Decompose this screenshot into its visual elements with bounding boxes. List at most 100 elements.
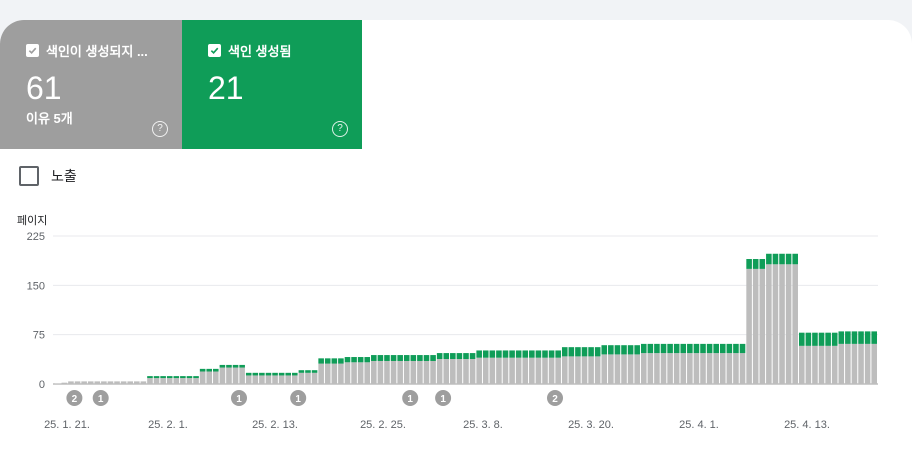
bar-indexed (377, 355, 384, 361)
bar-not-indexed (140, 381, 147, 384)
bar-not-indexed (706, 353, 713, 384)
bar-indexed (522, 350, 529, 358)
bar-not-indexed (555, 357, 561, 384)
bar-not-indexed (298, 372, 305, 384)
bar-not-indexed (726, 353, 733, 384)
bar-indexed (410, 355, 417, 361)
y-tick-label: 150 (27, 280, 45, 292)
bar-indexed (654, 343, 660, 354)
bar-not-indexed (430, 360, 436, 384)
bar-not-indexed (561, 356, 568, 384)
checkbox-icon[interactable] (208, 43, 221, 57)
bar-not-indexed (55, 383, 61, 384)
bar-not-indexed (654, 353, 660, 384)
bar-indexed (858, 331, 864, 344)
annotation-label: 2 (552, 394, 558, 405)
bar-indexed (515, 350, 522, 358)
bar-indexed (324, 358, 331, 364)
bar-not-indexed (548, 357, 555, 384)
bar-not-indexed (219, 367, 226, 384)
tile-value: 21 (208, 70, 244, 106)
bar-not-indexed (693, 353, 700, 384)
bar-indexed (759, 259, 766, 269)
bar-not-indexed (403, 360, 410, 384)
bar-indexed (371, 355, 377, 361)
x-tick-label: 25. 4. 13. (784, 419, 830, 431)
bar-indexed (384, 355, 390, 361)
bar-indexed (779, 253, 785, 265)
bar-indexed (719, 343, 726, 354)
tile-title: 색인 생성됨 (228, 43, 292, 59)
bar-not-indexed (785, 264, 792, 384)
annotation-marker (92, 390, 109, 406)
bar-not-indexed (805, 345, 812, 384)
bar-not-indexed (667, 353, 673, 384)
not-indexed-tile[interactable]: 색인이 생성되지 ... 61 이유 5개 ? (0, 20, 182, 149)
bar-indexed (496, 350, 502, 358)
bar-not-indexed (417, 360, 423, 384)
bar-indexed (338, 358, 344, 364)
bar-indexed (147, 376, 153, 379)
bar-not-indexed (351, 362, 357, 384)
bar-not-indexed (285, 375, 292, 384)
bar-not-indexed (463, 359, 469, 384)
bar-indexed (713, 343, 719, 354)
bar-indexed (739, 343, 746, 354)
bar-indexed (785, 253, 792, 265)
annotation-label: 1 (236, 394, 242, 405)
bar-indexed (746, 259, 752, 269)
bar-indexed (450, 353, 456, 359)
bar-not-indexed (252, 375, 259, 384)
help-icon[interactable]: ? (332, 121, 348, 137)
bar-not-indexed (364, 362, 371, 384)
bar-not-indexed (120, 381, 127, 384)
bar-indexed (838, 331, 845, 344)
bar-not-indexed (107, 381, 114, 384)
bar-indexed (397, 355, 403, 361)
indexed-tile[interactable]: 색인 생성됨 21 ? (182, 20, 362, 149)
checkbox-icon[interactable] (26, 43, 39, 57)
bar-not-indexed (278, 375, 285, 384)
bar-not-indexed (160, 378, 166, 384)
help-icon[interactable]: ? (152, 121, 168, 137)
bar-indexed (489, 350, 496, 358)
bar-not-indexed (450, 359, 456, 384)
bar-not-indexed (81, 381, 87, 384)
annotation-label: 1 (407, 394, 413, 405)
bar-not-indexed (127, 381, 133, 384)
bar-indexed (851, 331, 858, 344)
bar-not-indexed (594, 356, 601, 384)
bar-not-indexed (344, 362, 351, 384)
bar-indexed (634, 345, 640, 355)
bar-not-indexed (871, 343, 877, 384)
checkbox-icon[interactable] (19, 166, 39, 186)
bar-not-indexed (858, 343, 864, 384)
bar-not-indexed (476, 357, 482, 384)
bar-not-indexed (272, 375, 278, 384)
bar-indexed (226, 364, 232, 368)
bar-not-indexed (226, 367, 232, 384)
impressions-label: 노출 (51, 168, 77, 184)
bar-indexed (766, 253, 772, 265)
bar-not-indexed (634, 354, 640, 384)
bar-not-indexed (265, 375, 272, 384)
bar-indexed (463, 353, 469, 359)
annotation-marker (231, 390, 247, 406)
bar-indexed (693, 343, 700, 354)
bar-indexed (594, 347, 601, 357)
bar-indexed (357, 357, 364, 363)
bar-indexed (647, 343, 654, 354)
bar-indexed (621, 345, 627, 355)
bar-indexed (831, 332, 838, 346)
x-tick-label: 25. 3. 20. (568, 419, 614, 431)
annotation-label: 2 (72, 394, 78, 405)
bar-not-indexed (621, 354, 627, 384)
bar-not-indexed (469, 359, 476, 384)
bar-indexed (173, 376, 180, 379)
bar-not-indexed (180, 378, 186, 384)
bar-indexed (772, 253, 779, 265)
annotation-label: 1 (295, 394, 301, 405)
bar-not-indexed (206, 371, 213, 384)
bar-indexed (535, 350, 542, 358)
impressions-toggle[interactable]: 노출 (19, 166, 77, 186)
